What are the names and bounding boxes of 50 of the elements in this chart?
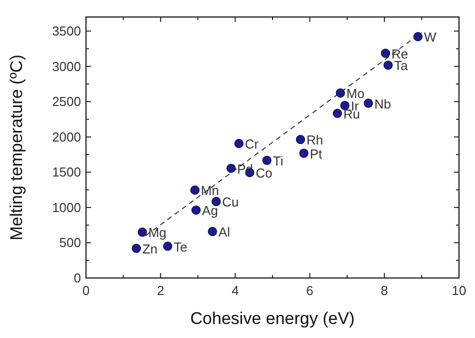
annotation: Al [218, 224, 230, 240]
annotation: Pt [310, 146, 323, 162]
annotation: Mn [200, 183, 219, 198]
y-tick-label: 3500 [52, 24, 81, 39]
x-tick-label: 2 [156, 283, 164, 298]
point [364, 98, 373, 108]
point [163, 242, 172, 251]
point [413, 32, 423, 42]
annotation: Rh [306, 132, 324, 148]
y-tick-label: 1000 [52, 200, 81, 215]
annotation: Co [256, 166, 272, 181]
point [208, 226, 218, 236]
point [190, 186, 200, 195]
point [336, 88, 345, 98]
annotation: Nb [374, 96, 391, 112]
point [380, 48, 390, 58]
annotation: Ti [272, 153, 284, 168]
point [191, 206, 201, 215]
point [340, 100, 350, 110]
point [212, 196, 221, 206]
y-tick-label: 3000 [52, 58, 81, 74]
annotation: Zn [142, 241, 158, 256]
annotation: Pd [237, 161, 254, 176]
point [138, 228, 147, 237]
annotation: Mo [346, 86, 364, 101]
annotation: W [424, 30, 437, 45]
point [296, 134, 306, 144]
point [332, 108, 342, 118]
x-tick-label: 8 [380, 283, 388, 298]
point [132, 244, 141, 253]
point [234, 138, 244, 148]
y-tick-label: 1500 [52, 164, 81, 180]
annotation: Cu [222, 194, 239, 210]
y-tick-label: 500 [59, 235, 81, 250]
point [299, 148, 308, 158]
annotation: Ag [202, 203, 218, 218]
x-tick-label: 4 [232, 283, 239, 298]
annotation: Te [174, 239, 188, 254]
point [226, 164, 236, 173]
annotation: Mg [148, 225, 166, 240]
y-tick-label: 2500 [52, 94, 81, 110]
annotation: Cr [244, 136, 260, 152]
x-tick-label: 6 [306, 283, 314, 298]
x-tick-label: 10 [452, 283, 466, 298]
y-tick-label: 0 [74, 270, 81, 286]
point [384, 60, 393, 70]
x-axis-title: Cohesive energy (eV) [190, 309, 355, 328]
point [262, 156, 272, 165]
y-axis-title: Melting temperature (ºC) [7, 54, 26, 240]
y-tick-label: 2000 [52, 129, 81, 144]
